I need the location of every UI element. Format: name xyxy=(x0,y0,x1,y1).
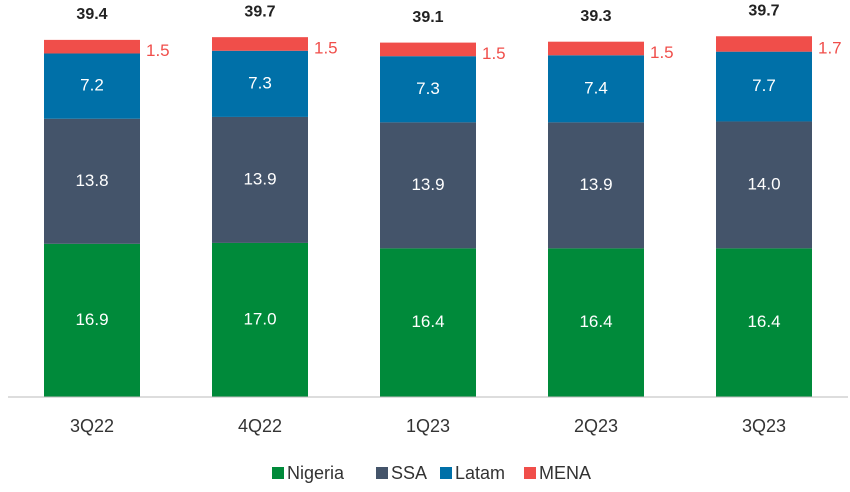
bar-segment xyxy=(380,56,476,123)
value-label: 16.4 xyxy=(411,312,444,331)
x-tick-label: 4Q22 xyxy=(238,416,282,436)
value-label: 7.3 xyxy=(248,73,272,92)
x-tick-label: 3Q22 xyxy=(70,416,114,436)
value-label: 13.9 xyxy=(243,169,276,188)
bar-segment xyxy=(44,39,140,54)
value-label: 14.0 xyxy=(747,174,780,193)
bar-segment xyxy=(716,121,812,249)
bar-segment xyxy=(548,41,644,56)
value-label: 13.8 xyxy=(75,171,108,190)
value-label: 1.7 xyxy=(818,38,842,57)
x-tick-label: 3Q23 xyxy=(742,416,786,436)
value-label: 17.0 xyxy=(243,309,276,328)
total-label: 39.4 xyxy=(76,6,107,23)
value-label: 1.5 xyxy=(146,41,170,60)
bar-segment xyxy=(44,53,140,119)
x-tick-label: 1Q23 xyxy=(406,416,450,436)
legend-label: Latam xyxy=(455,463,505,483)
bar-segment xyxy=(716,36,812,52)
value-label: 1.5 xyxy=(314,38,338,57)
value-label: 1.5 xyxy=(482,44,506,63)
bar-segment xyxy=(212,50,308,117)
bar-segment xyxy=(548,55,644,123)
value-label: 7.3 xyxy=(416,79,440,98)
legend-swatch xyxy=(272,467,284,479)
legend-label: MENA xyxy=(539,463,591,483)
legend-label: Nigeria xyxy=(287,463,345,483)
bar-segment xyxy=(212,242,308,397)
bar-segment xyxy=(212,37,308,51)
total-label: 39.7 xyxy=(748,2,779,19)
total-label: 39.7 xyxy=(244,3,275,20)
bar-segment xyxy=(380,122,476,249)
legend-swatch xyxy=(524,467,536,479)
value-label: 7.4 xyxy=(584,78,608,97)
bar-segment xyxy=(548,248,644,397)
bar-segment xyxy=(380,42,476,57)
bar-segment xyxy=(212,116,308,243)
bar-segment xyxy=(716,51,812,122)
value-label: 7.7 xyxy=(752,76,776,95)
total-label: 39.1 xyxy=(412,9,443,26)
value-label: 16.4 xyxy=(747,312,780,331)
value-label: 1.5 xyxy=(650,43,674,62)
bar-segment xyxy=(380,248,476,397)
value-label: 16.4 xyxy=(579,312,612,331)
total-label: 39.3 xyxy=(580,8,611,25)
bar-segment xyxy=(716,248,812,397)
bar-segment xyxy=(44,118,140,244)
value-label: 13.9 xyxy=(579,175,612,194)
value-label: 13.9 xyxy=(411,175,444,194)
x-tick-label: 2Q23 xyxy=(574,416,618,436)
bar-segment xyxy=(548,122,644,249)
legend-swatch xyxy=(440,467,452,479)
value-label: 16.9 xyxy=(75,310,108,329)
bar-segment xyxy=(44,243,140,397)
value-label: 7.2 xyxy=(80,76,104,95)
legend-label: SSA xyxy=(391,463,427,483)
legend-swatch xyxy=(376,467,388,479)
